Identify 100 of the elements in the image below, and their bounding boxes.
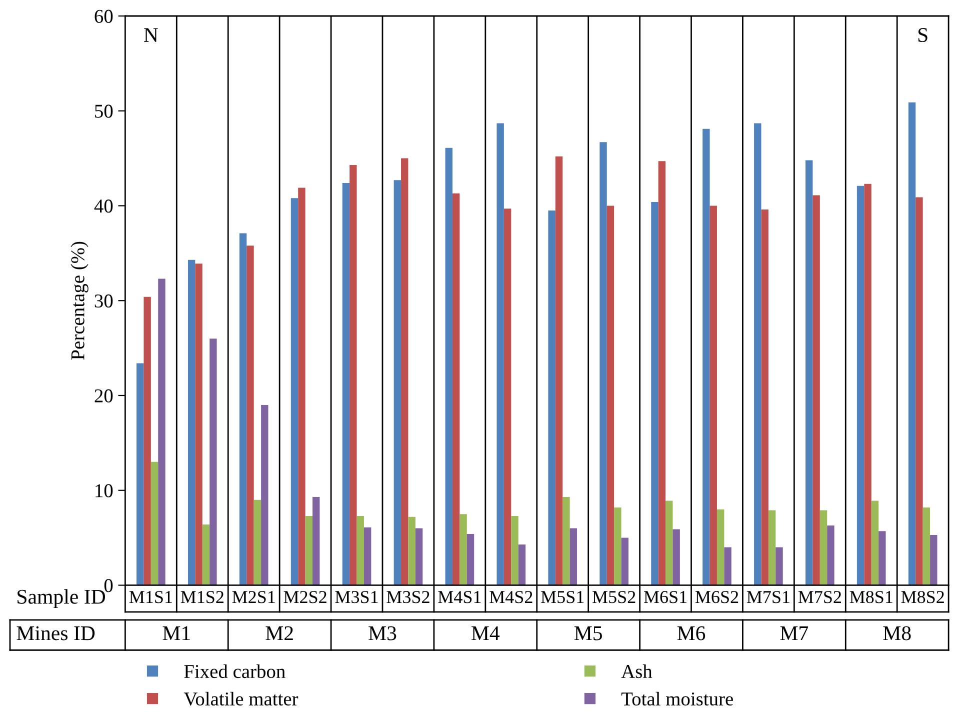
text: M1 bbox=[162, 626, 190, 640]
bar bbox=[724, 547, 732, 586]
bar bbox=[305, 516, 313, 586]
bar bbox=[158, 278, 166, 586]
bar bbox=[312, 497, 320, 586]
bar bbox=[916, 197, 923, 586]
bar bbox=[702, 128, 710, 586]
bar bbox=[261, 404, 268, 586]
x-tick-label: M7S2 bbox=[798, 591, 841, 604]
text: M7 bbox=[780, 626, 808, 640]
bar bbox=[761, 210, 768, 586]
x-tick-label: M1S1 bbox=[129, 591, 172, 604]
x-tick-label: M4S2 bbox=[490, 591, 532, 604]
y-axis-title: Percentage (%) bbox=[70, 242, 88, 360]
bar bbox=[496, 123, 504, 586]
bar bbox=[246, 246, 254, 586]
x-tick-label: M7S1 bbox=[746, 591, 790, 604]
bar bbox=[930, 534, 938, 586]
annotation: N bbox=[144, 28, 158, 42]
x-tick-label: M3S2 bbox=[386, 591, 430, 604]
y-tick-label: 0 bbox=[104, 579, 113, 592]
bar bbox=[614, 507, 622, 586]
y-tick-label: 40 bbox=[94, 200, 113, 213]
x-tick-label: M5S2 bbox=[592, 591, 636, 604]
bar bbox=[460, 514, 467, 586]
bar bbox=[651, 202, 658, 586]
bar bbox=[452, 193, 460, 586]
text: M6 bbox=[677, 626, 706, 640]
text: M8 bbox=[883, 626, 911, 640]
x-tick-label: M6S1 bbox=[644, 591, 687, 604]
bar bbox=[350, 164, 357, 586]
bar bbox=[511, 516, 518, 586]
text: Sample ID bbox=[18, 589, 106, 608]
bar bbox=[864, 184, 872, 586]
legend-label: Total moisture bbox=[621, 692, 733, 706]
x-tick-label: M2S2 bbox=[284, 591, 326, 604]
bar bbox=[415, 528, 423, 586]
x-tick-label: M4S1 bbox=[438, 591, 481, 604]
bar bbox=[878, 531, 886, 586]
bar bbox=[408, 516, 416, 586]
bar bbox=[658, 161, 666, 586]
bar bbox=[768, 510, 776, 586]
bar bbox=[195, 264, 202, 586]
bar bbox=[672, 529, 680, 586]
bar bbox=[827, 525, 834, 586]
bar bbox=[710, 206, 717, 586]
x-tick-label: M8S1 bbox=[850, 590, 892, 604]
y-tick-label: 60 bbox=[94, 10, 113, 23]
x-tick-label: M6S2 bbox=[695, 591, 738, 604]
text: M5 bbox=[574, 626, 602, 640]
bar bbox=[820, 510, 828, 586]
bar bbox=[871, 500, 879, 586]
bar bbox=[606, 206, 614, 586]
y-tick-label: 20 bbox=[94, 389, 113, 402]
bar bbox=[188, 260, 196, 586]
bar bbox=[239, 233, 247, 586]
text: M2 bbox=[266, 626, 293, 640]
bar bbox=[805, 160, 813, 586]
legend-label: Ash bbox=[621, 664, 652, 678]
bar bbox=[548, 210, 556, 586]
y-tick-label: 10 bbox=[96, 484, 113, 498]
bar bbox=[394, 180, 402, 586]
bar bbox=[298, 188, 306, 586]
y-tick-label: 30 bbox=[94, 294, 113, 308]
legend-label: Fixed carbon bbox=[184, 664, 286, 678]
x-tick-label: M1S2 bbox=[180, 591, 224, 604]
bar bbox=[356, 516, 364, 586]
x-tick-label: M8S2 bbox=[901, 590, 944, 604]
bar bbox=[908, 102, 916, 586]
bar bbox=[776, 547, 783, 586]
bar bbox=[342, 182, 350, 586]
bar bbox=[518, 544, 526, 586]
annotation: S bbox=[918, 28, 928, 42]
bar bbox=[922, 507, 930, 586]
x-tick-label: M5S1 bbox=[541, 591, 584, 604]
y-tick-label: 50 bbox=[95, 104, 113, 118]
bar bbox=[812, 195, 820, 586]
bar bbox=[466, 534, 474, 586]
bar bbox=[254, 500, 262, 586]
x-tick-label: M3S1 bbox=[335, 591, 378, 604]
bar bbox=[570, 528, 578, 586]
bar bbox=[364, 527, 372, 586]
bar bbox=[202, 524, 210, 586]
bar bbox=[666, 500, 673, 586]
legend-label: Volatile matter bbox=[184, 692, 298, 706]
text: Mines ID bbox=[16, 626, 95, 640]
bar bbox=[210, 338, 217, 586]
bar bbox=[445, 148, 452, 586]
bar bbox=[555, 156, 563, 586]
bar bbox=[856, 186, 864, 586]
bar bbox=[401, 158, 408, 586]
bar bbox=[504, 208, 512, 586]
bar bbox=[562, 497, 570, 586]
bar bbox=[716, 509, 724, 586]
bar bbox=[600, 142, 607, 586]
text: M3 bbox=[368, 626, 396, 640]
bar bbox=[290, 198, 298, 586]
bar bbox=[144, 296, 151, 586]
bar bbox=[150, 462, 158, 586]
bar bbox=[754, 123, 762, 586]
